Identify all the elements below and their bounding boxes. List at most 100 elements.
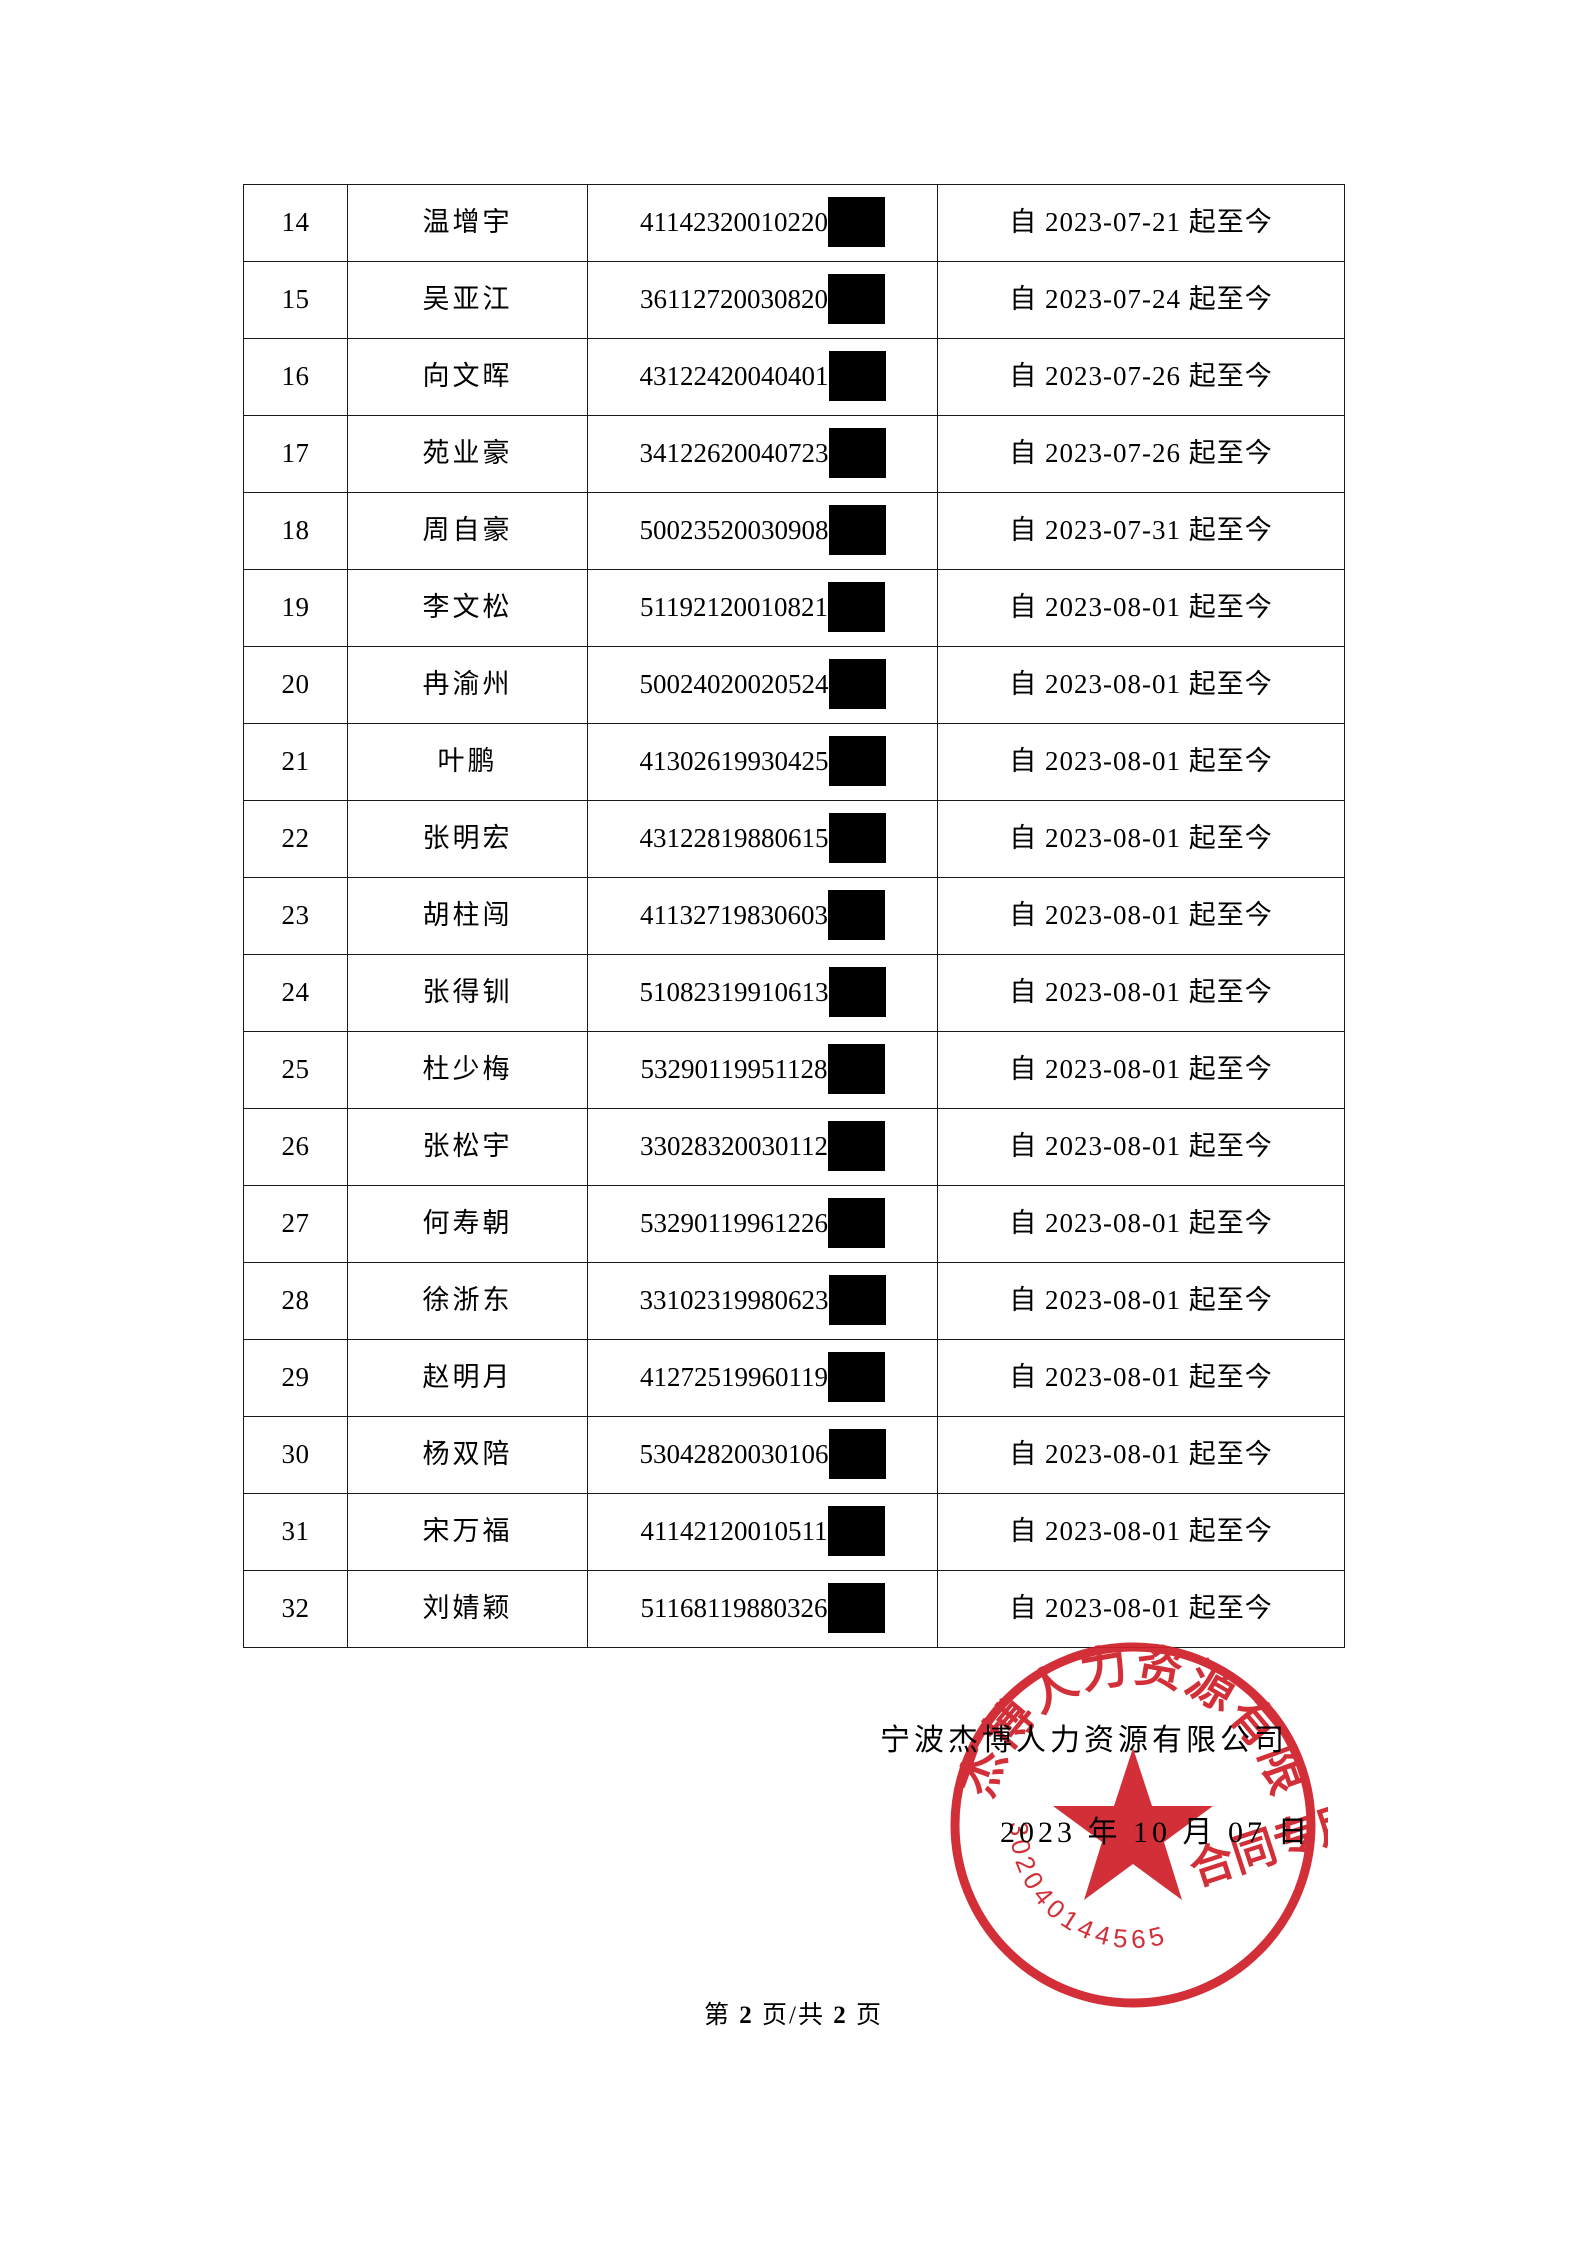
id-number-cell: 53290119951128 bbox=[587, 1031, 938, 1109]
id-number-digits: 53290119961226 bbox=[640, 1208, 828, 1239]
redaction-block bbox=[828, 351, 886, 401]
id-number-digits: 51082319910613 bbox=[639, 977, 829, 1008]
employee-name-cell: 苑业豪 bbox=[347, 415, 588, 493]
row-index-cell: 19 bbox=[243, 569, 348, 647]
id-number-wrapper: 33102319980623 bbox=[639, 1275, 886, 1326]
id-number-cell: 51082319910613 bbox=[587, 954, 938, 1032]
table-row: 23 胡柱闯 41132719830603 自 2023-08-01 起至今 bbox=[243, 877, 1345, 955]
id-number-wrapper: 43122420040401 bbox=[639, 351, 886, 402]
table-row: 27 何寿朝 53290119961226 自 2023-08-01 起至今 bbox=[243, 1185, 1345, 1263]
id-number-digits: 34122620040723 bbox=[639, 438, 829, 469]
table-row: 26 张松宇 33028320030112 自 2023-08-01 起至今 bbox=[243, 1108, 1345, 1186]
redaction-block bbox=[827, 1044, 885, 1094]
id-number-digits: 33102319980623 bbox=[639, 1285, 829, 1316]
id-number-cell: 41142320010220 bbox=[587, 184, 938, 262]
redaction-block bbox=[828, 813, 886, 863]
redaction-block bbox=[828, 1275, 886, 1325]
redaction-block bbox=[828, 1352, 885, 1402]
id-number-cell: 34122620040723 bbox=[587, 415, 938, 493]
id-number-digits: 41272519960119 bbox=[640, 1362, 828, 1393]
employee-name-cell: 胡柱闯 bbox=[347, 877, 588, 955]
table-row: 32 刘婧颖 51168119880326 自 2023-08-01 起至今 bbox=[243, 1570, 1345, 1648]
employment-period-text: 自 2023-08-01 起至今 bbox=[1009, 1516, 1273, 1547]
table-row: 28 徐浙东 33102319980623 自 2023-08-01 起至今 bbox=[243, 1262, 1345, 1340]
employment-period-cell: 自 2023-07-21 起至今 bbox=[937, 184, 1345, 262]
id-number-wrapper: 50023520030908 bbox=[639, 505, 886, 556]
redaction-block bbox=[828, 890, 885, 940]
employment-period-cell: 自 2023-08-01 起至今 bbox=[937, 1031, 1345, 1109]
id-number-digits: 53042820030106 bbox=[639, 1439, 829, 1470]
id-number-cell: 41132719830603 bbox=[587, 877, 938, 955]
id-number-wrapper: 51192120010821 bbox=[640, 582, 885, 633]
redaction-block bbox=[827, 1583, 885, 1633]
footer-middle: 页/共 bbox=[762, 2002, 825, 2029]
id-number-wrapper: 36112720030820 bbox=[640, 274, 885, 325]
row-index-cell: 22 bbox=[243, 800, 348, 878]
redaction-block bbox=[828, 582, 885, 632]
redaction-block bbox=[828, 1429, 886, 1479]
employee-name-cell: 张得钏 bbox=[347, 954, 588, 1032]
id-number-wrapper: 41142120010511 bbox=[641, 1506, 885, 1557]
redaction-block bbox=[828, 1121, 885, 1171]
employee-name-cell: 张松宇 bbox=[347, 1108, 588, 1186]
id-number-digits: 50024020020524 bbox=[639, 669, 829, 700]
employment-period-text: 自 2023-07-26 起至今 bbox=[1009, 438, 1273, 469]
id-number-cell: 41272519960119 bbox=[587, 1339, 938, 1417]
employment-period-text: 自 2023-08-01 起至今 bbox=[1009, 900, 1273, 931]
id-number-wrapper: 43122819880615 bbox=[640, 813, 886, 864]
id-number-cell: 50023520030908 bbox=[587, 492, 938, 570]
employment-period-cell: 自 2023-08-01 起至今 bbox=[937, 877, 1345, 955]
employment-period-text: 自 2023-08-01 起至今 bbox=[1009, 669, 1273, 700]
employee-name-cell: 杜少梅 bbox=[347, 1031, 588, 1109]
table-row: 30 杨双陪 53042820030106 自 2023-08-01 起至今 bbox=[243, 1416, 1345, 1494]
table-row: 25 杜少梅 53290119951128 自 2023-08-01 起至今 bbox=[243, 1031, 1345, 1109]
id-number-cell: 43122420040401 bbox=[587, 338, 938, 416]
employment-period-cell: 自 2023-08-01 起至今 bbox=[937, 1339, 1345, 1417]
id-number-wrapper: 34122620040723 bbox=[639, 428, 886, 479]
table-row: 19 李文松 51192120010821 自 2023-08-01 起至今 bbox=[243, 569, 1345, 647]
employment-period-cell: 自 2023-08-01 起至今 bbox=[937, 1185, 1345, 1263]
employment-period-text: 自 2023-08-01 起至今 bbox=[1009, 746, 1273, 777]
employment-period-cell: 自 2023-08-01 起至今 bbox=[937, 723, 1345, 801]
employee-name-cell: 叶鹏 bbox=[347, 723, 588, 801]
id-number-digits: 50023520030908 bbox=[639, 515, 829, 546]
redaction-block bbox=[828, 1198, 885, 1248]
row-index-cell: 18 bbox=[243, 492, 348, 570]
employment-period-cell: 自 2023-08-01 起至今 bbox=[937, 1262, 1345, 1340]
roster-table-body: 14 温增宇 41142320010220 自 2023-07-21 起至今 15 吴亚江… bbox=[243, 184, 1345, 1648]
employee-name-cell: 李文松 bbox=[347, 569, 588, 647]
employment-period-cell: 自 2023-08-01 起至今 bbox=[937, 954, 1345, 1032]
employment-period-cell: 自 2023-08-01 起至今 bbox=[937, 569, 1345, 647]
row-index-cell: 31 bbox=[243, 1493, 348, 1571]
id-number-cell: 36112720030820 bbox=[587, 261, 938, 339]
employment-period-cell: 自 2023-08-01 起至今 bbox=[937, 1108, 1345, 1186]
id-number-digits: 33028320030112 bbox=[640, 1131, 828, 1162]
id-number-cell: 41302619930425 bbox=[587, 723, 938, 801]
id-number-cell: 53042820030106 bbox=[587, 1416, 938, 1494]
company-seal-stamp: 宁波杰博人力资源有限公司 3302040144565 合同专用章 bbox=[938, 1630, 1328, 2020]
employment-period-cell: 自 2023-07-26 起至今 bbox=[937, 338, 1345, 416]
row-index-cell: 21 bbox=[243, 723, 348, 801]
employee-name-cell: 刘婧颖 bbox=[347, 1570, 588, 1648]
id-number-digits: 36112720030820 bbox=[640, 284, 828, 315]
row-index-cell: 29 bbox=[243, 1339, 348, 1417]
row-index-cell: 20 bbox=[243, 646, 348, 724]
employment-period-text: 自 2023-08-01 起至今 bbox=[1009, 823, 1273, 854]
table-row: 20 冉渝州 50024020020524 自 2023-08-01 起至今 bbox=[243, 646, 1345, 724]
row-index-cell: 14 bbox=[243, 184, 348, 262]
id-number-cell: 33028320030112 bbox=[587, 1108, 938, 1186]
table-row: 22 张明宏 43122819880615 自 2023-08-01 起至今 bbox=[243, 800, 1345, 878]
employment-period-text: 自 2023-07-24 起至今 bbox=[1009, 284, 1273, 315]
employee-name-cell: 吴亚江 bbox=[347, 261, 588, 339]
footer-current-page: 2 bbox=[739, 2002, 754, 2029]
employment-period-text: 自 2023-08-01 起至今 bbox=[1009, 1362, 1273, 1393]
id-number-wrapper: 53290119961226 bbox=[640, 1198, 885, 1249]
row-index-cell: 32 bbox=[243, 1570, 348, 1648]
employee-name-cell: 向文晖 bbox=[347, 338, 588, 416]
employment-period-text: 自 2023-08-01 起至今 bbox=[1009, 1439, 1273, 1470]
id-number-digits: 43122420040401 bbox=[639, 361, 829, 392]
row-index-cell: 15 bbox=[243, 261, 348, 339]
row-index-cell: 23 bbox=[243, 877, 348, 955]
signing-company-name: 宁波杰博人力资源有限公司 bbox=[880, 1724, 1288, 1757]
employee-name-cell: 周自豪 bbox=[347, 492, 588, 570]
